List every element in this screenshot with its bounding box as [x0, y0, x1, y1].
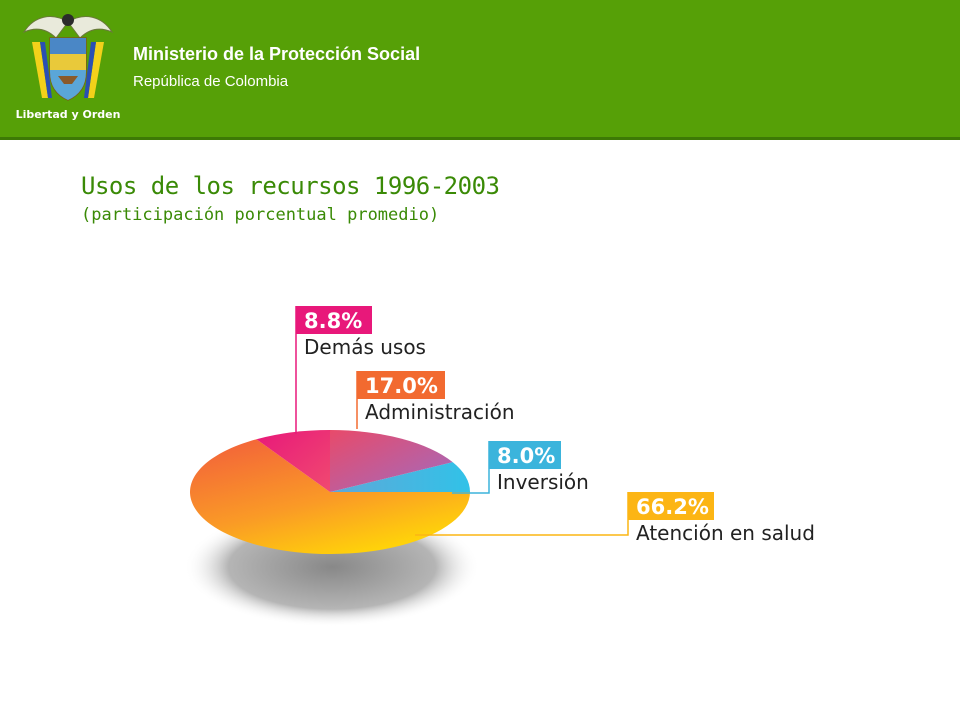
coat-of-arms-logo: Libertad y Orden — [12, 8, 124, 130]
pie-slice-demás-usos — [256, 430, 330, 492]
value-label-box — [296, 306, 372, 334]
header-bar: Libertad y Orden Ministerio de la Protec… — [0, 0, 960, 137]
value-label-box — [628, 492, 714, 520]
category-label: Inversión — [497, 470, 589, 494]
value-label: 8.0% — [497, 444, 555, 468]
value-label: 66.2% — [636, 495, 709, 519]
page-subtitle: (participación porcentual promedio) — [81, 205, 440, 225]
category-label: Demás usos — [304, 335, 426, 359]
value-label: 8.8% — [304, 309, 362, 333]
ministry-name: Ministerio de la Protección Social — [133, 44, 421, 64]
pie-slice-inversión — [330, 462, 470, 492]
header-divider — [0, 137, 960, 140]
logo-motto: Libertad y Orden — [15, 108, 121, 121]
coat-of-arms-icon — [22, 14, 114, 101]
pie-slice-atención-en-salud — [190, 439, 471, 555]
value-label-box — [357, 371, 445, 399]
pie-slice-administración — [330, 430, 453, 492]
value-label: 17.0% — [365, 374, 438, 398]
value-label-box — [489, 441, 561, 469]
category-label: Atención en salud — [636, 521, 815, 545]
page-title: Usos de los recursos 1996-2003 — [81, 172, 500, 200]
category-label: Administración — [365, 400, 515, 424]
republic-name: República de Colombia — [133, 73, 289, 90]
